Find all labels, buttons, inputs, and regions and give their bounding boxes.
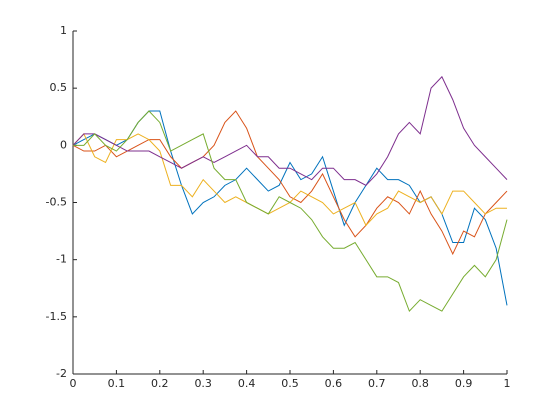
series-line xyxy=(72,75,508,186)
y-tick-label: 1 xyxy=(60,24,67,37)
x-tick-label: 0.5 xyxy=(281,377,299,390)
series-line xyxy=(72,133,507,227)
x-tick-label: 0.6 xyxy=(325,377,343,390)
x-tick-label: 0.4 xyxy=(238,377,256,390)
x-tick-label: 0.3 xyxy=(194,377,212,390)
y-tick-label: -1.5 xyxy=(46,310,67,323)
y-tick-label: 0.5 xyxy=(50,81,68,94)
x-tick-label: 0.2 xyxy=(151,377,169,390)
series-line xyxy=(73,110,508,313)
x-tick-label: 0.9 xyxy=(455,377,473,390)
y-tick-label: -1 xyxy=(56,253,67,266)
x-tick-label: 0.8 xyxy=(411,377,429,390)
x-tick-label: 0.7 xyxy=(368,377,386,390)
x-tick-label: 0.1 xyxy=(108,377,126,390)
series-line xyxy=(72,110,508,256)
x-tick-label: 0 xyxy=(70,377,77,390)
y-tick-label: 0 xyxy=(60,138,67,151)
series-line xyxy=(72,110,508,306)
y-tick-label: -0.5 xyxy=(46,196,67,209)
y-tick-label: -2 xyxy=(56,367,67,380)
x-tick-label: 1 xyxy=(504,377,511,390)
